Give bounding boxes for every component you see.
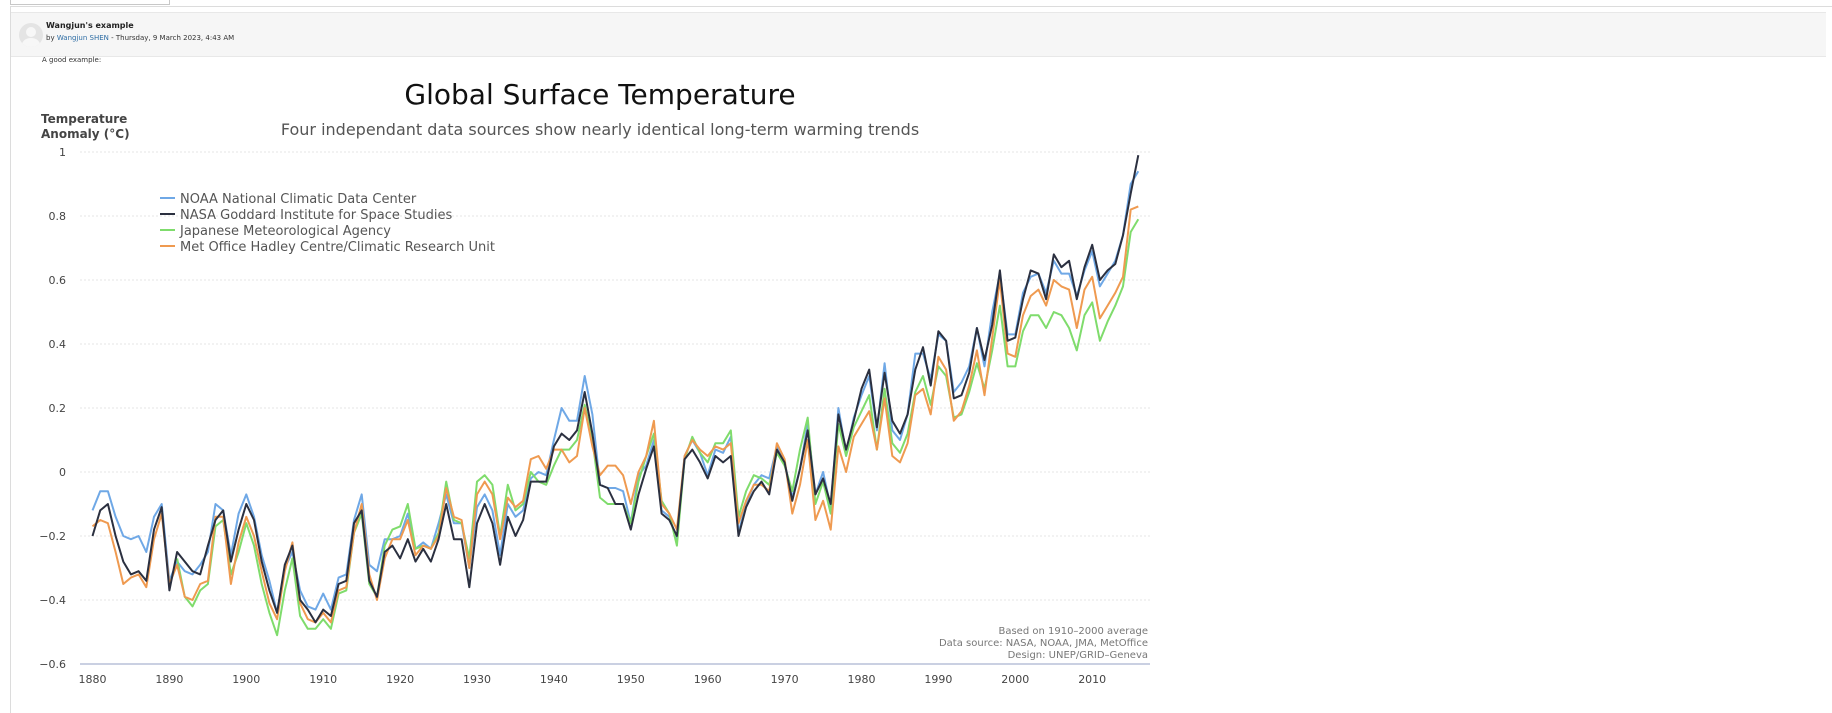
y-axis-label-line2: Anomaly (°C) (41, 127, 130, 141)
y-tick-label: 0 (59, 466, 66, 479)
author-link[interactable]: Wangjun SHEN (56, 34, 109, 42)
legend-label: NOAA National Climatic Data Center (180, 192, 417, 207)
x-tick-label: 1960 (694, 673, 722, 686)
x-tick-label: 1900 (232, 673, 260, 686)
x-tick-label: 1990 (924, 673, 952, 686)
post-intro-text: A good example: (42, 56, 102, 64)
x-tick-label: 1970 (771, 673, 799, 686)
byline-prefix: by (46, 34, 55, 42)
top-tab[interactable] (10, 0, 170, 5)
y-tick-label: 0.6 (49, 274, 67, 287)
x-tick-label: 1930 (463, 673, 491, 686)
series-lines (91, 155, 1140, 637)
axes: 1 0.8 0.6 0.4 0.2 0 −0.2 −0.4 −0.6 1880 1890 1900 19… (39, 146, 1150, 686)
top-divider (10, 6, 1832, 7)
y-tick-label: −0.4 (39, 594, 66, 607)
x-tick-label: 1920 (386, 673, 414, 686)
post-date: - Thursday, 9 March 2023, 4:43 AM (111, 34, 235, 42)
post-byline: by Wangjun SHEN - Thursday, 9 March 2023… (46, 34, 234, 42)
post-header: Wangjun's example by Wangjun SHEN - Thur… (11, 12, 1826, 57)
forum-post: Wangjun's example by Wangjun SHEN - Thur… (10, 7, 1831, 713)
x-tick-label: 1950 (617, 673, 645, 686)
y-tick-label: 0.4 (49, 338, 67, 351)
y-tick-label: −0.2 (39, 530, 66, 543)
x-tick-label: 1890 (155, 673, 183, 686)
chart-subtitle: Four independant data sources show nearl… (281, 120, 919, 139)
chart-note: Data source: NASA, NOAA, JMA, MetOffice (939, 638, 1148, 649)
series-line (176, 218, 1140, 637)
post-title: Wangjun's example (46, 21, 134, 30)
y-axis-label-line1: Temperature (41, 112, 127, 126)
series-line (91, 170, 1140, 614)
series-line (91, 155, 1140, 624)
x-tick-label: 1940 (540, 673, 568, 686)
x-tick-label: 2000 (1001, 673, 1029, 686)
y-tick-label: −0.6 (39, 658, 66, 671)
chart-note: Based on 1910–2000 average (998, 626, 1148, 637)
x-tick-label: 2010 (1078, 673, 1106, 686)
x-tick-label: 1880 (79, 673, 107, 686)
y-tick-label: 0.8 (49, 210, 67, 223)
y-axis-label: Temperature Anomaly (°C) (41, 112, 132, 141)
series-line (91, 205, 1139, 624)
chart-title: Global Surface Temperature (404, 78, 795, 111)
chart-note: Design: UNEP/GRID–Geneva (1008, 650, 1148, 661)
user-avatar-icon[interactable] (19, 23, 43, 47)
legend-label: Japanese Meteorological Agency (179, 224, 391, 239)
y-tick-label: 1 (59, 146, 66, 159)
legend-label: NASA Goddard Institute for Space Studies (180, 208, 452, 223)
legend-label: Met Office Hadley Centre/Climatic Resear… (180, 240, 495, 255)
x-tick-label: 1980 (848, 673, 876, 686)
y-tick-label: 0.2 (49, 402, 67, 415)
x-tick-label: 1910 (309, 673, 337, 686)
